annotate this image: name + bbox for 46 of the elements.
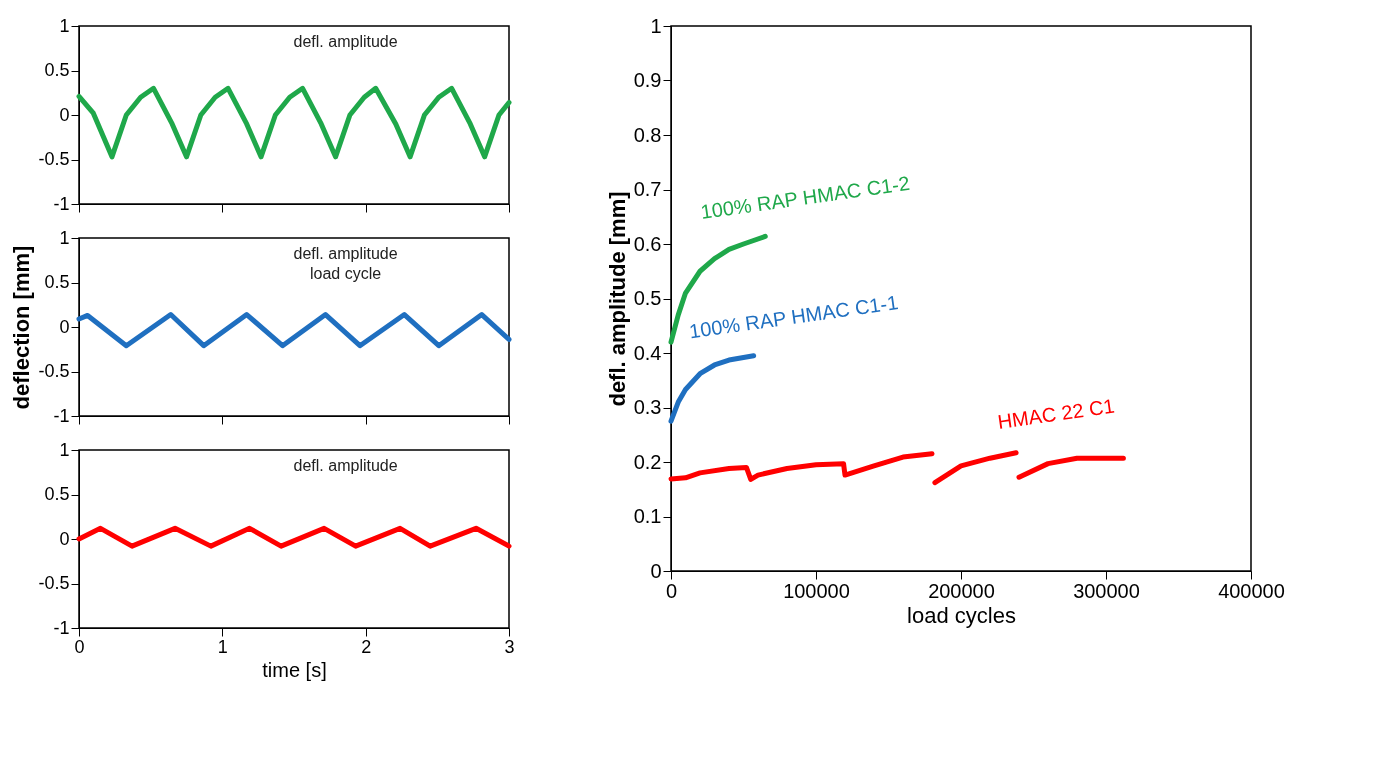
y-tick-label: 1: [650, 14, 662, 37]
x-tick-label: 200000: [928, 579, 995, 602]
x-tick-label: 100000: [783, 579, 850, 602]
annotation: defl. amplitude: [293, 33, 398, 50]
y-tick-label: 0.4: [633, 341, 662, 364]
y-tick-label: 0: [650, 559, 662, 582]
text: 100% RAP HMAC C1-1: [687, 291, 900, 343]
y-tick-label: 0.2: [633, 450, 662, 473]
y-axis-title: deflection [mm]: [9, 245, 35, 410]
y-tick-label: 0.1: [633, 505, 662, 527]
x-tick-label: 1: [217, 636, 228, 657]
x-tick-label: 0: [74, 636, 85, 657]
y-tick-label: 0.7: [633, 178, 662, 200]
y-tick-label: 0: [59, 104, 70, 125]
x-axis-title: load cycles: [907, 602, 1016, 628]
x-tick-label: 300000: [1073, 579, 1140, 602]
text: 100% RAP HMAC C1-2: [699, 171, 912, 223]
y-tick-label: 1: [59, 227, 70, 248]
y-tick-label: -0.5: [38, 573, 70, 593]
x-tick-label: 400000: [1218, 579, 1285, 602]
x-tick-label: 2: [361, 636, 372, 657]
y-tick-label: 1: [59, 15, 70, 36]
annotation: load cycle: [310, 265, 382, 282]
x-tick-label: 0: [665, 579, 678, 602]
y-tick-label: 0.3: [633, 396, 662, 418]
y-tick-label: 0.5: [44, 60, 70, 80]
y-tick-label: 0.9: [633, 69, 662, 91]
y-tick-label: 0: [59, 528, 70, 549]
annotation: defl. amplitude: [293, 457, 398, 474]
y-tick-label: -1: [53, 405, 70, 426]
x-axis-title: time [s]: [262, 658, 327, 681]
y-tick-label: -1: [53, 617, 70, 638]
y-tick-label: 0.8: [633, 123, 662, 146]
y-tick-label: 0: [59, 316, 70, 337]
y-tick-label: 0.6: [633, 232, 662, 255]
annotation: defl. amplitude: [293, 245, 398, 262]
y-tick-label: 1: [59, 439, 70, 460]
y-tick-label: -0.5: [38, 361, 70, 381]
y-tick-label: 0.5: [44, 484, 70, 504]
y-axis-title: defl. amplitude [mm]: [604, 191, 630, 407]
y-tick-label: 0.5: [44, 272, 70, 292]
text: HMAC 22 C1: [996, 394, 1116, 433]
x-tick-label: 3: [504, 636, 515, 657]
y-tick-label: 0.5: [633, 287, 662, 309]
y-tick-label: -0.5: [38, 149, 70, 169]
y-tick-label: -1: [53, 193, 70, 214]
